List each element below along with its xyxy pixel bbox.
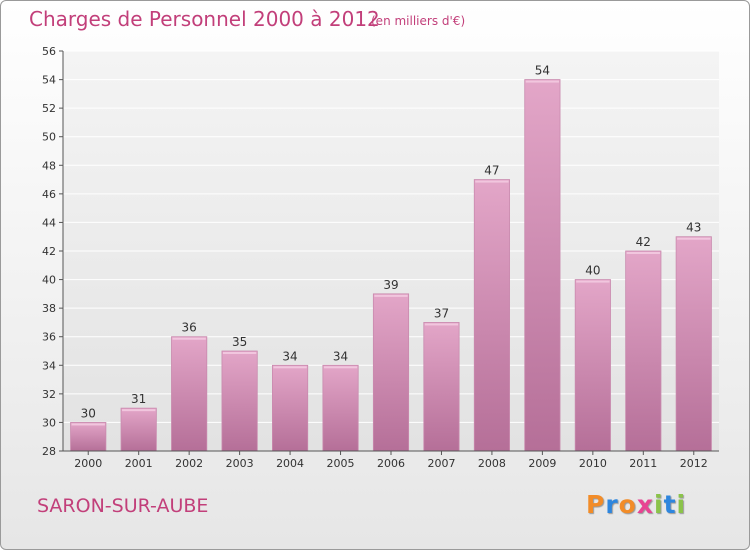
y-tick-label: 30 bbox=[42, 416, 56, 429]
y-tick-label: 54 bbox=[42, 74, 56, 87]
logo-letter: t bbox=[663, 490, 677, 519]
bar-highlight bbox=[273, 366, 307, 369]
data-label: 34 bbox=[333, 349, 348, 363]
x-tick-label: 2000 bbox=[74, 457, 102, 470]
bar-2000 bbox=[70, 422, 107, 452]
bar-2003 bbox=[221, 350, 258, 452]
bar-2012 bbox=[675, 236, 712, 452]
bar-2010 bbox=[574, 279, 611, 452]
y-tick-label: 56 bbox=[42, 45, 56, 58]
x-tick-label: 2011 bbox=[629, 457, 657, 470]
x-tick-label: 2007 bbox=[427, 457, 455, 470]
y-tick-label: 38 bbox=[42, 302, 56, 315]
x-tick-label: 2001 bbox=[125, 457, 153, 470]
y-tick-label: 40 bbox=[42, 274, 56, 287]
x-tick-label: 2002 bbox=[175, 457, 203, 470]
bar-highlight bbox=[576, 280, 610, 283]
data-label: 43 bbox=[686, 221, 701, 235]
x-tick-label: 2006 bbox=[377, 457, 405, 470]
bar-highlight bbox=[122, 409, 156, 412]
data-label: 47 bbox=[484, 164, 499, 178]
logo-letter: r bbox=[605, 490, 619, 519]
data-label: 35 bbox=[232, 335, 247, 349]
logo-letter: P bbox=[586, 490, 606, 519]
bar-highlight bbox=[475, 180, 509, 183]
chart-title: Charges de Personnel 2000 à 2012 bbox=[29, 7, 380, 31]
bar-2006 bbox=[372, 293, 410, 452]
x-tick-label: 2012 bbox=[680, 457, 708, 470]
y-tick-label: 50 bbox=[42, 131, 56, 144]
bar-highlight bbox=[323, 366, 358, 369]
data-label: 39 bbox=[383, 278, 398, 292]
y-tick-label: 46 bbox=[42, 188, 56, 201]
bar-2004 bbox=[272, 364, 309, 452]
chart-subtitle: (en milliers d'€) bbox=[371, 14, 466, 28]
y-tick-label: 44 bbox=[42, 216, 56, 229]
y-tick-label: 28 bbox=[42, 445, 56, 458]
data-label: 40 bbox=[585, 264, 600, 278]
x-tick-label: 2009 bbox=[528, 457, 556, 470]
data-label: 42 bbox=[636, 235, 651, 249]
logo-letter: o bbox=[618, 490, 637, 519]
y-tick-label: 34 bbox=[42, 359, 56, 372]
y-tick-label: 32 bbox=[42, 388, 56, 401]
bar-2005 bbox=[322, 364, 359, 452]
data-label: 34 bbox=[282, 349, 297, 363]
logo-letter: i bbox=[676, 490, 687, 519]
commune-name: SARON-SUR-AUBE bbox=[37, 495, 209, 517]
bar-highlight bbox=[525, 80, 560, 83]
bar-2007 bbox=[423, 322, 460, 452]
bar-2009 bbox=[524, 79, 561, 452]
y-tick-label: 36 bbox=[42, 331, 56, 344]
bar-highlight bbox=[424, 323, 459, 326]
bar-2002 bbox=[171, 336, 208, 452]
data-label: 30 bbox=[81, 406, 96, 420]
logo-letter: x bbox=[636, 490, 654, 519]
bar-highlight bbox=[71, 423, 105, 426]
data-label: 54 bbox=[535, 64, 550, 78]
data-label: 37 bbox=[434, 306, 449, 320]
data-label: 36 bbox=[182, 321, 197, 335]
bar-highlight bbox=[626, 252, 660, 254]
x-tick-label: 2004 bbox=[276, 457, 304, 470]
logo-letter: i bbox=[654, 490, 664, 519]
bar-highlight bbox=[222, 352, 257, 354]
x-tick-label: 2008 bbox=[478, 457, 506, 470]
proxiti-logo: Proxiti bbox=[586, 490, 686, 519]
data-label: 31 bbox=[131, 392, 146, 406]
bar-highlight bbox=[374, 294, 408, 297]
bar-2011 bbox=[625, 250, 662, 452]
x-tick-label: 2003 bbox=[226, 457, 254, 470]
bar-highlight bbox=[172, 337, 206, 340]
bar-highlight bbox=[677, 237, 711, 240]
bar-2008 bbox=[473, 179, 510, 452]
x-tick-label: 2010 bbox=[579, 457, 607, 470]
bar-2001 bbox=[120, 407, 157, 452]
y-tick-label: 52 bbox=[42, 102, 56, 115]
y-tick-label: 42 bbox=[42, 245, 56, 258]
x-tick-label: 2005 bbox=[327, 457, 355, 470]
y-tick-label: 48 bbox=[42, 159, 56, 172]
